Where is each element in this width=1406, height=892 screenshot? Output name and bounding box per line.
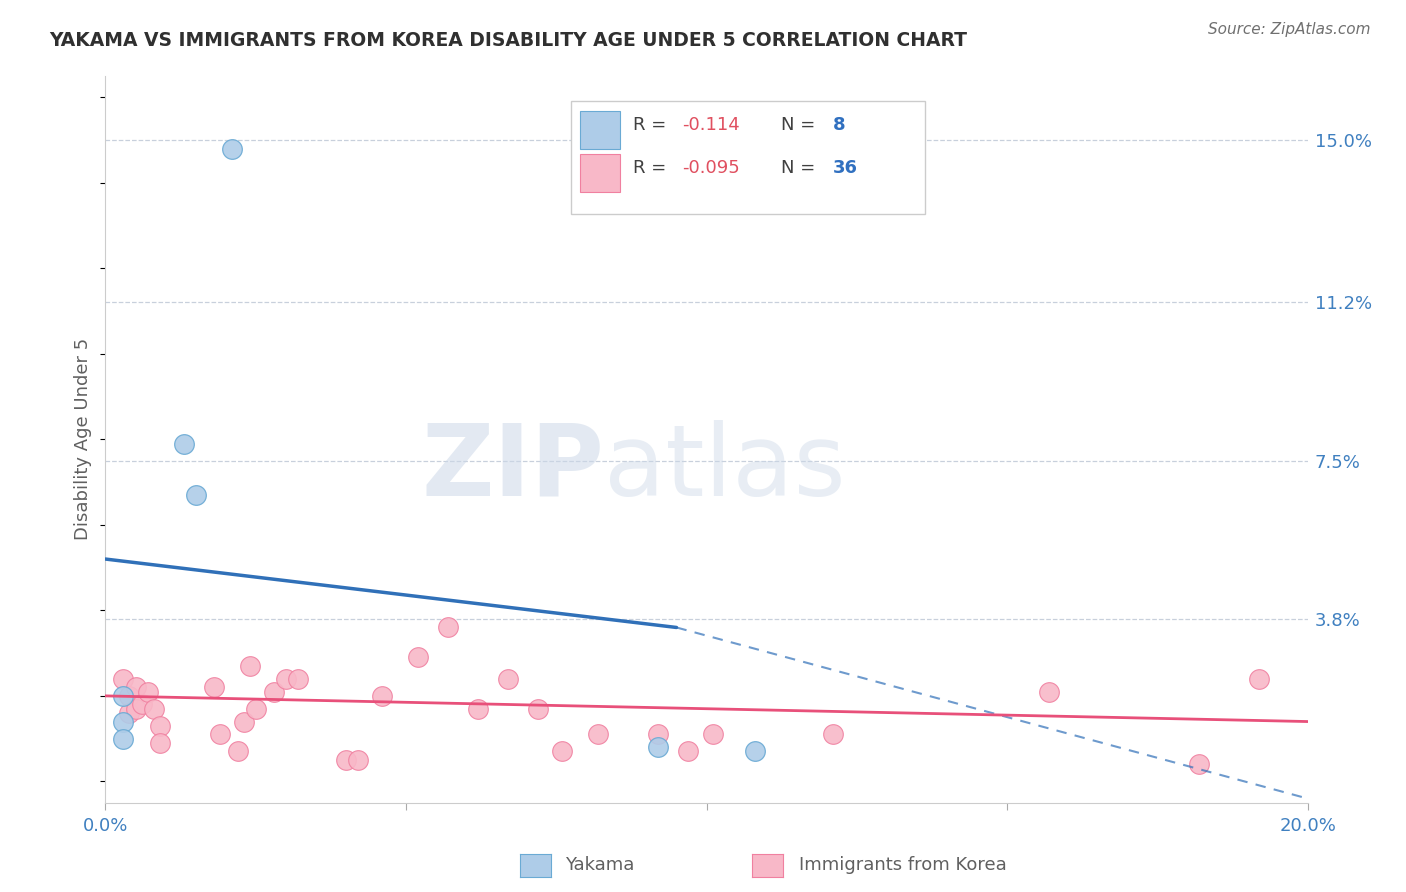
- FancyBboxPatch shape: [581, 154, 620, 192]
- Text: 36: 36: [832, 160, 858, 178]
- Text: -0.114: -0.114: [682, 116, 740, 134]
- Text: Yakama: Yakama: [565, 856, 634, 874]
- Point: [551, 744, 574, 758]
- Point: [347, 753, 370, 767]
- FancyBboxPatch shape: [581, 111, 620, 149]
- Point: [202, 681, 225, 695]
- Point: [1038, 684, 1060, 698]
- Point: [744, 744, 766, 758]
- Text: ZIP: ZIP: [422, 420, 605, 516]
- Point: [702, 727, 724, 741]
- Point: [496, 672, 519, 686]
- Point: [124, 681, 146, 695]
- Point: [821, 727, 844, 741]
- FancyBboxPatch shape: [571, 102, 925, 214]
- Point: [406, 650, 429, 665]
- Text: YAKAMA VS IMMIGRANTS FROM KOREA DISABILITY AGE UNDER 5 CORRELATION CHART: YAKAMA VS IMMIGRANTS FROM KOREA DISABILI…: [49, 31, 967, 50]
- Point: [245, 702, 267, 716]
- Point: [1249, 672, 1271, 686]
- Point: [118, 689, 141, 703]
- Point: [437, 620, 460, 634]
- Y-axis label: Disability Age Under 5: Disability Age Under 5: [75, 338, 93, 541]
- Point: [112, 731, 135, 746]
- Point: [647, 740, 669, 755]
- Point: [588, 727, 610, 741]
- Point: [678, 744, 700, 758]
- Point: [112, 689, 135, 703]
- Text: atlas: atlas: [605, 420, 846, 516]
- Point: [184, 488, 207, 502]
- Point: [136, 684, 159, 698]
- Point: [647, 727, 669, 741]
- Point: [335, 753, 357, 767]
- Point: [287, 672, 309, 686]
- Point: [467, 702, 489, 716]
- Point: [208, 727, 231, 741]
- Text: 8: 8: [832, 116, 845, 134]
- Point: [148, 719, 170, 733]
- Point: [142, 702, 165, 716]
- Point: [131, 698, 153, 712]
- Text: R =: R =: [633, 116, 672, 134]
- Point: [112, 714, 135, 729]
- Point: [232, 714, 254, 729]
- Text: N =: N =: [782, 116, 821, 134]
- Point: [221, 142, 243, 156]
- Point: [263, 684, 285, 698]
- Point: [1188, 757, 1211, 772]
- Point: [173, 436, 195, 450]
- Point: [118, 706, 141, 720]
- Text: N =: N =: [782, 160, 821, 178]
- Point: [371, 689, 394, 703]
- Point: [148, 736, 170, 750]
- Text: Source: ZipAtlas.com: Source: ZipAtlas.com: [1208, 22, 1371, 37]
- Text: -0.095: -0.095: [682, 160, 740, 178]
- Point: [226, 744, 249, 758]
- Text: R =: R =: [633, 160, 672, 178]
- Point: [124, 702, 146, 716]
- Point: [239, 659, 262, 673]
- Text: Immigrants from Korea: Immigrants from Korea: [799, 856, 1007, 874]
- Point: [274, 672, 297, 686]
- Point: [527, 702, 550, 716]
- Point: [112, 672, 135, 686]
